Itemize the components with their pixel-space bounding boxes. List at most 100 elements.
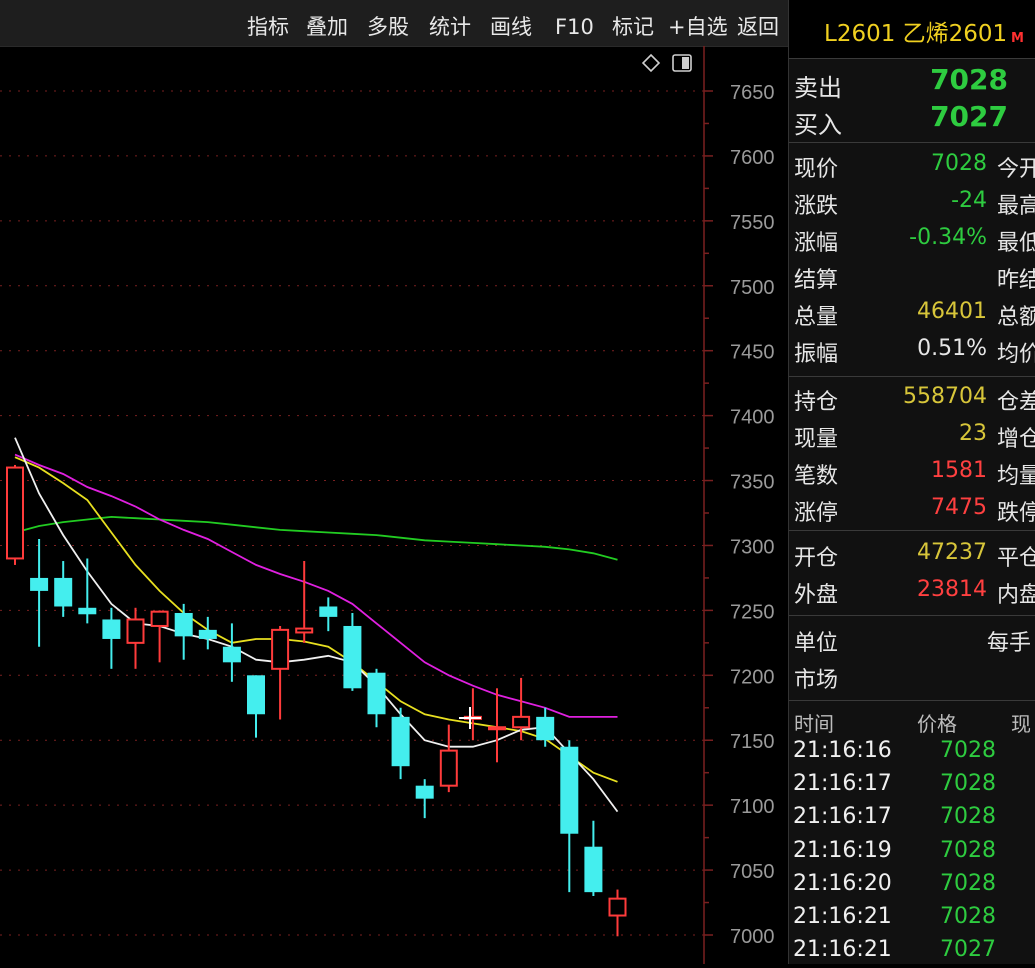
toolbar-add-watchlist-button[interactable]: +自选	[668, 15, 728, 39]
quote-row-secondary-label: 今开	[997, 157, 1035, 182]
candle	[488, 688, 506, 763]
flow-row-value: 47237	[917, 540, 987, 565]
unit-value: 每手	[987, 631, 1032, 656]
candle-body	[222, 646, 241, 663]
candle	[198, 616, 217, 650]
toolbar-overlay-button[interactable]: 叠加	[306, 15, 348, 39]
buy-label: 买入	[794, 111, 842, 139]
candle	[512, 677, 531, 741]
candle	[30, 538, 49, 647]
market-badge: M	[1011, 31, 1024, 46]
candle	[608, 889, 627, 937]
candle	[174, 603, 193, 660]
position-row-label: 现量	[794, 427, 839, 452]
price-tick-label: 7600	[730, 147, 775, 169]
ticks-header-time: 时间	[794, 712, 834, 736]
panel-title-bar: L2601 乙烯2601 M	[789, 0, 1035, 58]
flow-row-value: 23814	[917, 577, 987, 602]
contract-title: L2601 乙烯2601	[824, 21, 1008, 47]
quote-row-value: 0.51%	[917, 336, 987, 361]
candle-body	[54, 577, 73, 607]
flow-row-secondary-label: 平仓	[997, 546, 1035, 571]
candle	[78, 558, 97, 624]
toolbar-statistics-button[interactable]: 统计	[429, 15, 471, 39]
candle-body	[319, 606, 338, 617]
candle-body	[30, 577, 49, 591]
candle-body	[608, 897, 627, 917]
price-tick-label: 7000	[730, 926, 775, 948]
candle	[319, 597, 338, 632]
quote-row-secondary-label: 昨结	[997, 268, 1035, 293]
toolbar-multi-stock-button[interactable]: 多股	[367, 15, 409, 39]
candle-body	[536, 716, 555, 741]
candle	[439, 724, 458, 793]
position-row-secondary-label: 仓差	[997, 390, 1035, 415]
toolbar-f10-button[interactable]: F10	[555, 15, 594, 39]
candle-body	[126, 618, 145, 644]
candle-body	[391, 716, 410, 767]
sidebar-toggle-icon[interactable]	[672, 54, 692, 72]
tick-time: 21:16:21	[793, 937, 892, 963]
price-tick-label: 7300	[730, 536, 775, 558]
unit-label: 单位	[794, 631, 839, 656]
toolbar-indicator-button[interactable]: 指标	[247, 15, 289, 39]
candle	[584, 820, 603, 897]
ma-line-green	[14, 515, 618, 561]
quote-row-secondary-label: 均价	[997, 342, 1035, 367]
toolbar-back-button[interactable]: 返回	[737, 15, 779, 39]
quote-row-label: 振幅	[794, 342, 839, 367]
candle-body	[488, 726, 506, 731]
candle-body	[247, 675, 265, 715]
position-row-value: 7475	[931, 495, 987, 520]
price-tick-label: 7650	[730, 82, 775, 104]
candle-body	[415, 785, 434, 799]
candle	[463, 688, 482, 741]
tick-price: 7028	[940, 804, 996, 830]
price-tick-label: 7150	[730, 731, 775, 753]
candle-body	[102, 619, 121, 639]
candle	[391, 707, 410, 780]
candle	[150, 610, 169, 663]
sell-price: 7028	[930, 63, 1008, 96]
quote-panel: L2601 乙烯2601 M 卖出 7028 买入 7027 现价 7028 今开涨…	[788, 0, 1035, 964]
candle	[54, 561, 73, 617]
position-row-secondary-label: 跌停	[997, 501, 1035, 526]
kline-chart-svg[interactable]: 7650 7600 7550 7500 7450 7400 7350 7300 7250 7200…	[0, 46, 788, 964]
candle-body	[295, 627, 314, 634]
market-label: 市场	[794, 668, 839, 693]
tick-price: 7028	[940, 870, 996, 896]
candle-body	[6, 466, 24, 560]
tick-price: 7028	[940, 904, 996, 929]
quote-row-secondary-label: 总额	[997, 305, 1035, 330]
price-tick-label: 7400	[730, 407, 775, 429]
candle	[536, 707, 555, 747]
toolbar-mark-button[interactable]: 标记	[612, 15, 654, 39]
tick-price: 7028	[940, 738, 996, 763]
candle-body	[343, 625, 362, 689]
ticks-header-price: 价格	[917, 712, 957, 736]
quote-row-value: 7028	[931, 151, 987, 176]
quote-row-label: 现价	[794, 157, 839, 182]
position-row-secondary-label: 均量	[997, 464, 1035, 489]
cursor-cross-icon	[459, 707, 481, 729]
tick-time: 21:16:20	[793, 870, 892, 896]
position-row-label: 笔数	[794, 464, 839, 489]
flow-row-label: 开仓	[794, 546, 839, 571]
position-row-secondary-label: 增仓	[997, 427, 1035, 452]
candle	[102, 607, 121, 669]
diamond-icon[interactable]	[641, 53, 661, 73]
toolbar-draw-line-button[interactable]: 画线	[490, 15, 532, 39]
candle	[343, 612, 362, 691]
candle-body	[584, 846, 603, 893]
quote-row-value: 46401	[917, 299, 987, 324]
candle	[247, 675, 265, 738]
candle	[222, 623, 241, 682]
quote-row-secondary-label: 最高	[997, 194, 1035, 219]
ticks-header-volume: 现	[1011, 712, 1031, 736]
flow-row-secondary-label: 内盘	[997, 583, 1035, 608]
tick-time: 21:16:17	[793, 804, 892, 830]
position-row-label: 持仓	[794, 390, 839, 415]
candle	[295, 561, 314, 643]
kline-chart-area[interactable]: 7650 7600 7550 7500 7450 7400 7350 7300 7250 7200…	[0, 46, 788, 964]
tick-time: 21:16:16	[793, 738, 892, 763]
